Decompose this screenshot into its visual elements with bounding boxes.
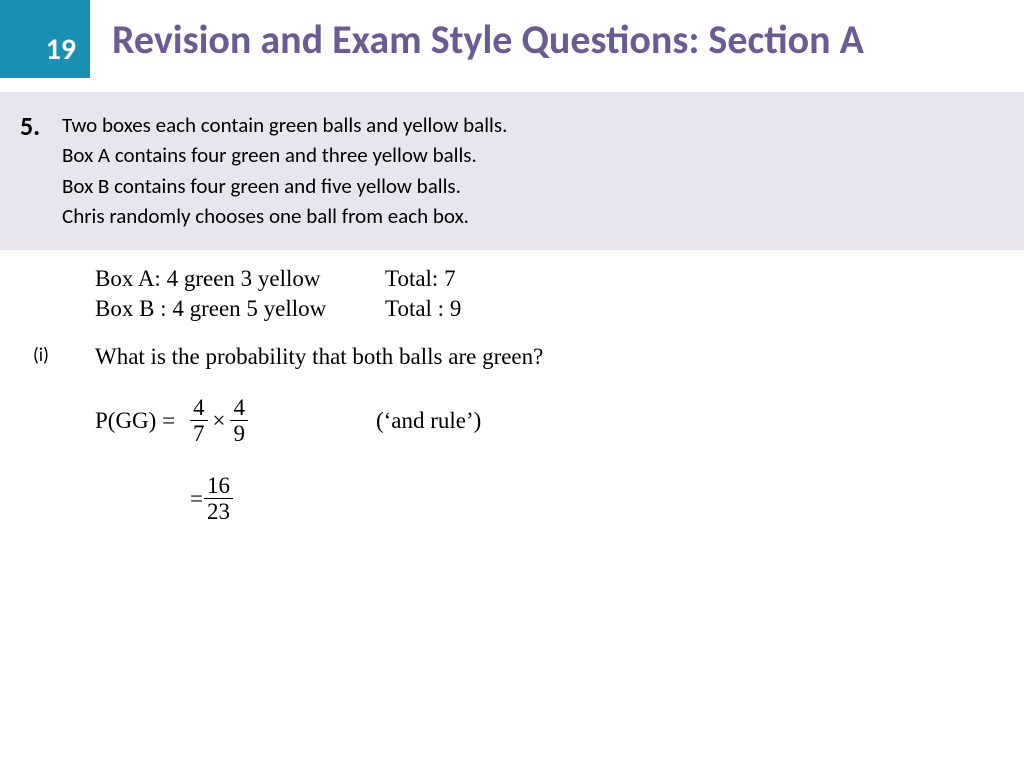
box-a-total: Total: 7 [385,266,456,292]
data-row-a: Box A: 4 green 3 yellow Total: 7 [95,266,1024,292]
part-question: What is the probability that both balls … [95,344,543,370]
calc-lhs: P(GG) = [95,408,190,434]
box-a-contents: Box A: 4 green 3 yellow [95,266,385,292]
calc-line-2: = 16 23 [95,474,1024,524]
question-line: Chris randomly chooses one ball from eac… [62,201,507,231]
chapter-badge: 19 [0,0,90,78]
question-box: 5. Two boxes each contain green balls an… [0,92,1024,250]
fraction-numerator: 16 [204,473,233,499]
box-b-contents: Box B : 4 green 5 yellow [95,296,385,322]
calc-rhs: 4 7 × 4 9 [190,395,248,447]
fraction-denominator: 9 [230,421,248,446]
question-line: Box B contains four green and five yello… [62,171,507,201]
multiply-operator: × [208,408,231,434]
fraction-denominator: 7 [190,421,208,446]
fraction-numerator: 4 [230,395,248,421]
fraction-1: 4 7 [190,395,208,447]
rule-note: (‘and rule’) [248,408,481,434]
page-title: Revision and Exam Style Questions: Secti… [90,15,864,64]
box-b-total: Total : 9 [385,296,461,322]
question-number: 5. [20,110,62,232]
question-line: Two boxes each contain green balls and y… [62,110,507,140]
worked-solution: Box A: 4 green 3 yellow Total: 7 Box B :… [0,250,1024,524]
fraction-2: 4 9 [230,395,248,447]
fraction-result: 16 23 [204,473,233,525]
calc-rhs: 16 23 [204,473,233,525]
question-line: Box A contains four green and three yell… [62,140,507,170]
equals-sign: = [190,486,204,512]
fraction-numerator: 4 [190,395,208,421]
data-row-b: Box B : 4 green 5 yellow Total : 9 [95,296,1024,322]
page-header: 19 Revision and Exam Style Questions: Se… [0,0,1024,78]
fraction-denominator: 23 [204,499,233,524]
part-label: (i) [33,344,95,370]
question-text: Two boxes each contain green balls and y… [62,110,507,232]
part-i: (i) What is the probability that both ba… [95,344,1024,370]
calculation: P(GG) = 4 7 × 4 9 (‘and rule’) = 16 [95,396,1024,524]
calc-line-1: P(GG) = 4 7 × 4 9 (‘and rule’) [95,396,1024,446]
